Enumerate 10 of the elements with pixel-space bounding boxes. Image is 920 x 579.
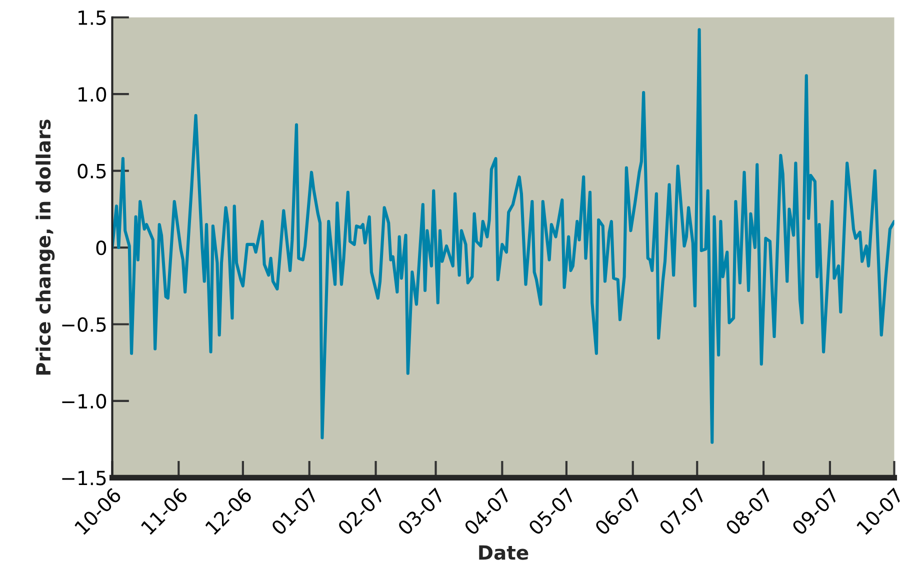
y-tick-label: 0 — [96, 240, 106, 256]
y-tick-label: 1.5 — [78, 10, 106, 26]
y-tick-label: −0.5 — [62, 317, 106, 332]
line-series — [112, 28, 894, 444]
y-tick-label: −1.0 — [62, 394, 106, 409]
y-tick-label: 0.5 — [78, 164, 106, 178]
y-tick-label: 1.0 — [78, 87, 106, 102]
x-axis-title: Date — [479, 545, 528, 560]
y-axis-title: Price change, in dollars — [36, 120, 55, 375]
y-tick-label: −1.5 — [62, 470, 106, 486]
